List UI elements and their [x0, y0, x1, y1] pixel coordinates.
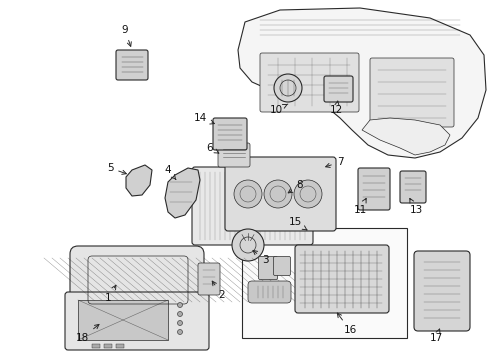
FancyBboxPatch shape [247, 281, 290, 303]
FancyBboxPatch shape [70, 246, 203, 314]
Text: 9: 9 [122, 25, 131, 46]
Circle shape [234, 180, 262, 208]
FancyBboxPatch shape [294, 245, 388, 313]
Bar [92, 344, 100, 348]
Polygon shape [361, 118, 449, 155]
Bar [116, 344, 124, 348]
Text: 5: 5 [106, 163, 126, 174]
Text: 10: 10 [269, 104, 287, 115]
Text: 3: 3 [252, 251, 268, 265]
Text: 12: 12 [329, 101, 342, 115]
Text: 4: 4 [164, 165, 176, 180]
Bar [242, 228, 406, 338]
Text: 6: 6 [206, 143, 218, 153]
FancyBboxPatch shape [273, 256, 290, 275]
Circle shape [177, 302, 182, 307]
Bar [104, 344, 112, 348]
Circle shape [177, 311, 182, 316]
Text: 2: 2 [212, 281, 225, 300]
Text: 7: 7 [325, 157, 343, 167]
Circle shape [177, 329, 182, 334]
Circle shape [231, 229, 264, 261]
FancyBboxPatch shape [116, 50, 148, 80]
Text: 8: 8 [287, 180, 303, 193]
FancyBboxPatch shape [65, 292, 208, 350]
FancyBboxPatch shape [324, 76, 352, 102]
FancyBboxPatch shape [357, 168, 389, 210]
FancyBboxPatch shape [399, 171, 425, 203]
Text: 16: 16 [337, 313, 356, 335]
FancyBboxPatch shape [198, 263, 220, 295]
Circle shape [177, 320, 182, 325]
Circle shape [273, 74, 302, 102]
Text: 17: 17 [428, 329, 442, 343]
FancyBboxPatch shape [260, 53, 358, 112]
Text: 18: 18 [75, 324, 99, 343]
Circle shape [293, 180, 321, 208]
Text: 14: 14 [193, 113, 214, 124]
Polygon shape [238, 8, 485, 158]
Text: 11: 11 [353, 198, 366, 215]
Polygon shape [126, 165, 152, 196]
Text: 1: 1 [104, 285, 116, 303]
Text: 15: 15 [288, 217, 306, 230]
FancyBboxPatch shape [224, 157, 335, 231]
FancyBboxPatch shape [258, 256, 277, 279]
Circle shape [264, 180, 291, 208]
FancyBboxPatch shape [369, 58, 453, 127]
Text: 13: 13 [408, 198, 422, 215]
FancyBboxPatch shape [413, 251, 469, 331]
FancyBboxPatch shape [192, 167, 312, 245]
FancyBboxPatch shape [213, 118, 246, 150]
Polygon shape [164, 168, 200, 218]
Bar [78, 300, 168, 340]
FancyBboxPatch shape [218, 143, 249, 167]
